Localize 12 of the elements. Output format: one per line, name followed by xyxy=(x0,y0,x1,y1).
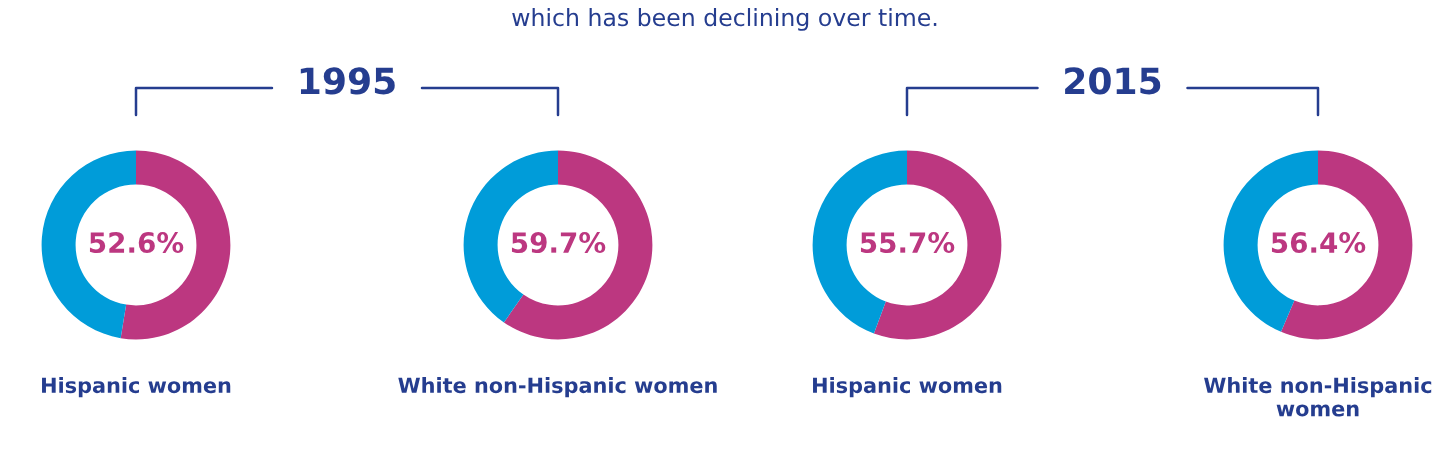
text: which has been declining over time. xyxy=(512,8,937,31)
donut-slice xyxy=(503,150,653,340)
data-label: 59.7% xyxy=(511,232,606,254)
text: 1995 xyxy=(300,67,395,95)
text: White non-Hispanic women xyxy=(1204,377,1432,417)
text: Hispanic women xyxy=(42,377,231,398)
data-label: 55.7% xyxy=(860,232,955,254)
text: Hispanic women xyxy=(813,377,1002,398)
data-label: 56.4% xyxy=(1271,232,1366,254)
text: 2015 xyxy=(1065,67,1161,95)
text: White non-Hispanic women xyxy=(398,377,717,398)
data-label: 52.6% xyxy=(89,232,184,254)
